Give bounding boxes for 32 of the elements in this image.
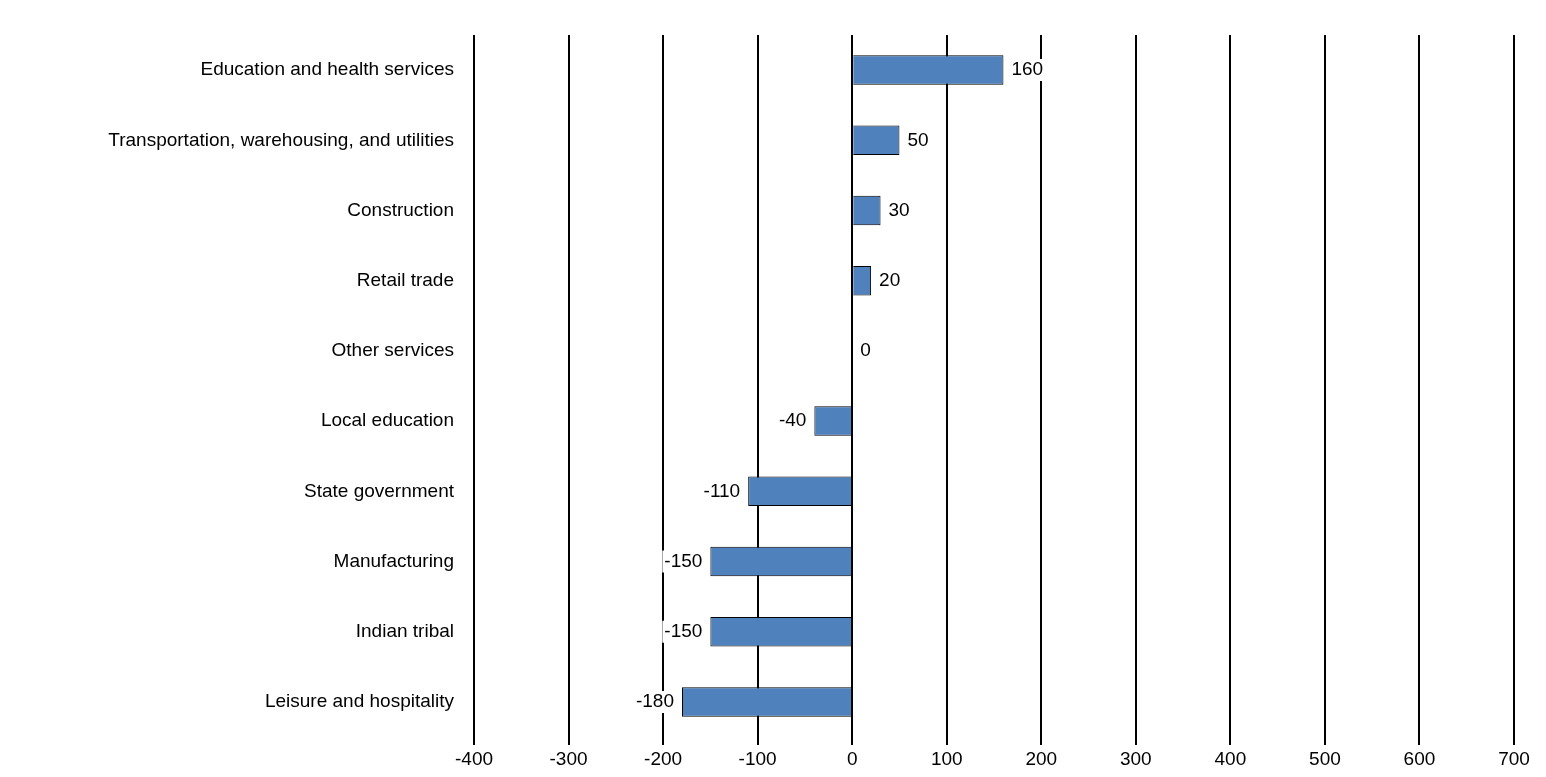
data-label: 160 [1011,58,1044,80]
y-tick-label: Education and health services [200,58,454,80]
y-tick-label: Local education [320,409,454,431]
x-tick-label: 700 [1498,747,1530,769]
y-tick-label: Manufacturing [333,549,454,571]
y-tick-label: Other services [331,339,454,361]
x-tick-label: -200 [644,747,683,769]
x-tick-label: 300 [1119,747,1152,769]
x-tick-label: -100 [738,747,777,769]
y-tick-label: Construction [347,198,454,220]
x-tick-label: 400 [1214,747,1247,769]
data-label: 0 [860,339,871,361]
x-tick-label: 0 [846,747,858,769]
data-label: -180 [635,690,674,712]
x-tick-label: 600 [1403,747,1436,769]
data-label: 30 [888,198,910,220]
x-tick-label: 200 [1025,747,1058,769]
y-tick-label: Indian tribal [355,619,454,641]
data-label: -110 [703,479,741,501]
data-label: -150 [664,549,703,571]
x-tick-label: -300 [549,747,588,769]
y-tick-label: Leisure and hospitality [264,690,455,712]
x-tick-label: 100 [930,747,963,769]
y-tick-label: Retail trade [356,268,454,290]
data-label: -150 [664,619,703,641]
data-label: -40 [778,409,807,431]
y-tick-label: State government [304,479,455,501]
y-tick-label: Transportation, warehousing, and utilities [108,128,454,150]
x-tick-label: 500 [1309,747,1341,769]
data-label: 50 [907,128,929,150]
data-label: 20 [879,268,901,290]
x-tick-label: -400 [454,747,494,769]
